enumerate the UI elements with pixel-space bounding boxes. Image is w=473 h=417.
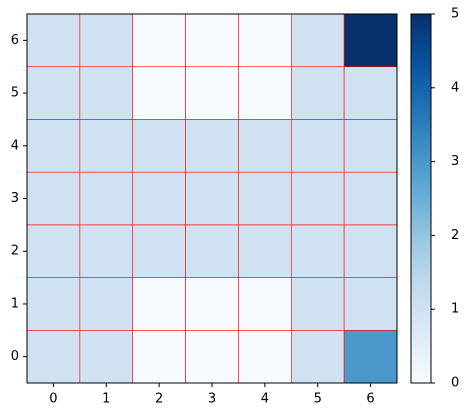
heatmap-cell — [79, 13, 134, 68]
heatmap-cell — [238, 171, 292, 226]
heatmap-cell — [132, 119, 186, 173]
x-tick-label: 0 — [49, 392, 57, 407]
heatmap-cell — [290, 277, 345, 331]
x-tick-label: 2 — [155, 392, 163, 407]
heatmap-cell — [343, 277, 398, 331]
heatmap-cell — [185, 171, 239, 226]
heatmap-cell — [290, 119, 345, 173]
heatmap-cell — [26, 66, 81, 120]
heatmap-cell — [290, 171, 345, 226]
heatmap-cell — [79, 119, 134, 173]
heatmap-cell — [238, 66, 292, 120]
colorbar — [410, 13, 432, 384]
heatmap-cell — [185, 224, 239, 278]
heatmap-cell — [238, 119, 292, 173]
heatmap-cell — [79, 329, 134, 384]
heatmap-cell — [26, 13, 81, 68]
colorbar-tick-label: 4 — [451, 80, 459, 95]
heatmap-cell — [26, 277, 81, 331]
y-tick-label: 5 — [11, 86, 19, 101]
heatmap-cell — [238, 329, 292, 384]
heatmap-cell — [132, 66, 186, 120]
x-tick-label: 1 — [102, 392, 110, 407]
heatmap-cell — [185, 277, 239, 331]
heatmap-cell — [26, 119, 81, 173]
y-tick-label: 0 — [11, 349, 19, 364]
heatmap-cell — [185, 13, 239, 68]
colorbar-tick-label: 0 — [451, 376, 459, 391]
heatmap-cell — [185, 329, 239, 384]
heatmap-cell — [290, 66, 345, 120]
heatmap-cell — [132, 224, 186, 278]
heatmap-cell — [79, 277, 134, 331]
heatmap-cell — [343, 66, 398, 120]
heatmap-cell — [238, 13, 292, 68]
heatmap-cell — [238, 224, 292, 278]
y-tick-label: 2 — [11, 244, 19, 259]
heatmap-cell — [132, 171, 186, 226]
colorbar-tick-label: 3 — [451, 154, 459, 169]
heatmap-cell — [343, 171, 398, 226]
x-tick-label: 6 — [366, 392, 374, 407]
x-tick-label: 5 — [314, 392, 322, 407]
y-tick-label: 3 — [11, 191, 19, 206]
x-tick-label: 3 — [208, 392, 216, 407]
heatmap-cell — [132, 329, 186, 384]
heatmap-cell — [290, 329, 345, 384]
heatmap-cell — [185, 119, 239, 173]
heatmap-cell — [26, 224, 81, 278]
heatmap-cell — [79, 66, 134, 120]
heatmap-cell — [132, 13, 186, 68]
heatmap-cell — [343, 224, 398, 278]
heatmap-cell — [132, 277, 186, 331]
heatmap-cell — [79, 171, 134, 226]
x-tick-label: 4 — [261, 392, 269, 407]
y-tick-label: 6 — [11, 33, 19, 48]
colorbar-tick-label: 2 — [451, 228, 459, 243]
y-tick-label: 1 — [11, 296, 19, 311]
y-tick-label: 4 — [11, 138, 19, 153]
heatmap-cell — [290, 224, 345, 278]
heatmap-cell — [343, 329, 398, 384]
heatmap-cell — [343, 119, 398, 173]
heatmap-cell — [26, 329, 81, 384]
heatmap-cell — [290, 13, 345, 68]
colorbar-tick-label: 1 — [451, 302, 459, 317]
heatmap-cell — [343, 13, 398, 68]
heatmap-cell — [238, 277, 292, 331]
heatmap-cell — [79, 224, 134, 278]
heatmap-cell — [26, 171, 81, 226]
heatmap-cell — [185, 66, 239, 120]
colorbar-tick-label: 5 — [451, 7, 459, 22]
